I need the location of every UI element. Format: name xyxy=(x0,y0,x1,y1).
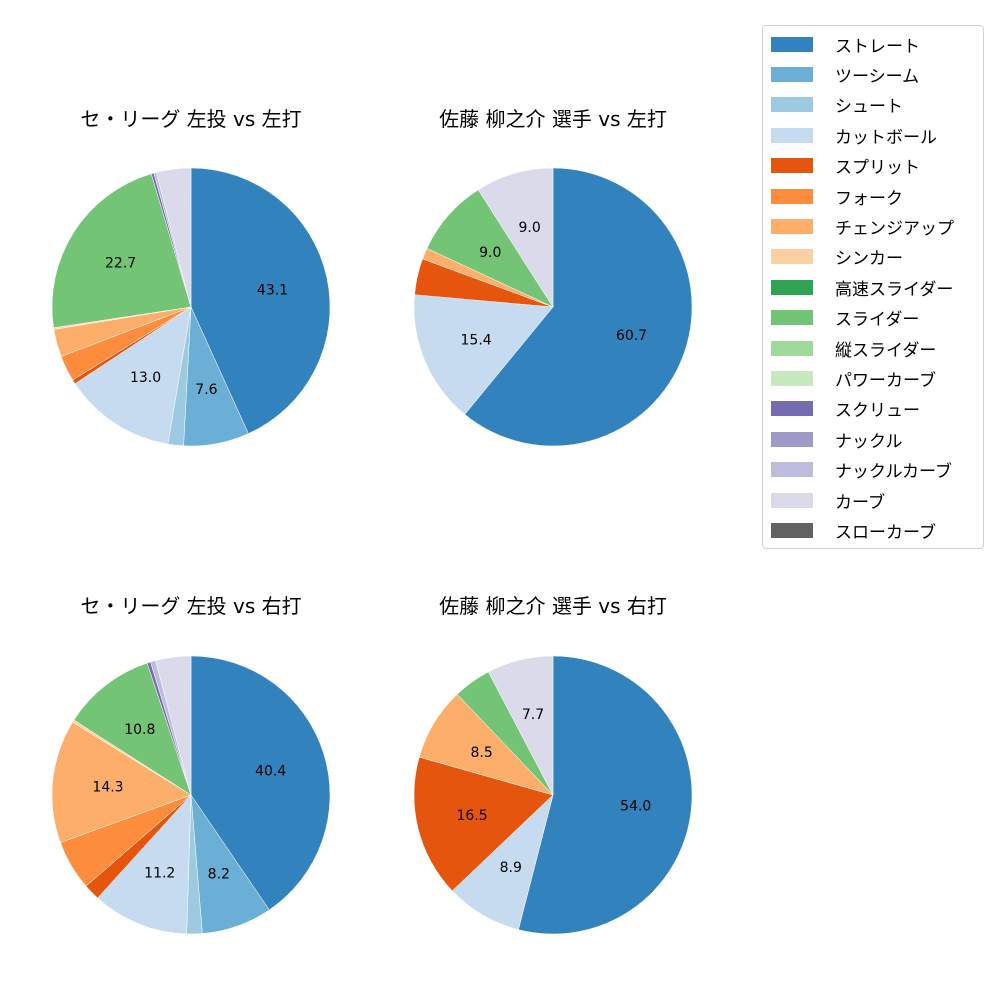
legend-swatch xyxy=(771,340,813,356)
legend-swatch xyxy=(771,370,813,386)
legend-label: ツーシーム xyxy=(835,66,920,87)
legend-label: スクリュー xyxy=(835,401,920,422)
legend-label: チェンジアップ xyxy=(835,218,954,239)
pie-title-player-vs-left: 佐藤 柳之介 選手 vs 左打 xyxy=(439,107,667,131)
pie-slice xyxy=(155,655,192,796)
legend-item: ナックル xyxy=(771,428,903,452)
slice-value-label: 8.5 xyxy=(470,745,492,761)
legend-label: カーブ xyxy=(835,492,885,513)
legend-item: スクリュー xyxy=(771,398,920,422)
slice-value-label: 7.7 xyxy=(522,707,544,723)
slice-value-label: 16.5 xyxy=(456,808,487,824)
legend-swatch xyxy=(771,188,813,204)
pie-slice xyxy=(190,167,331,434)
legend-label: 高速スライダー xyxy=(835,279,954,300)
legend-item: スプリット xyxy=(771,155,920,179)
legend-label: スプリット xyxy=(835,158,920,179)
slice-value-label: 43.1 xyxy=(257,282,288,298)
legend-swatch xyxy=(771,431,813,447)
slice-value-label: 7.6 xyxy=(195,382,217,398)
legend-swatch xyxy=(771,310,813,326)
legend-item: カーブ xyxy=(771,489,885,513)
legend-swatch xyxy=(771,158,813,174)
legend-label: スライダー xyxy=(835,310,920,331)
legend-item: 高速スライダー xyxy=(771,276,954,300)
slice-value-label: 8.2 xyxy=(208,867,230,883)
legend-swatch xyxy=(771,36,813,52)
pie-slice xyxy=(97,794,192,935)
slice-value-label: 22.7 xyxy=(105,255,136,271)
slice-value-label: 9.0 xyxy=(479,245,501,261)
legend-item: チェンジアップ xyxy=(771,215,954,239)
legend-label: カットボール xyxy=(835,127,937,148)
pie-title-player-vs-right: 佐藤 柳之介 選手 vs 右打 xyxy=(439,594,667,618)
legend-swatch xyxy=(771,522,813,538)
pie-chart-player-vs-left: 60.7 15.4 9.0 9.0 xyxy=(413,167,693,447)
slice-value-label: 11.2 xyxy=(144,865,175,881)
pie-slice xyxy=(477,167,554,308)
legend-item: スライダー xyxy=(771,307,920,331)
legend-label: パワーカーブ xyxy=(835,370,936,391)
legend-label: 縦スライダー xyxy=(835,340,937,361)
legend-swatch xyxy=(771,66,813,82)
slice-value-label: 10.8 xyxy=(124,722,155,738)
legend-swatch xyxy=(771,249,813,265)
legend-item: 縦スライダー xyxy=(771,337,937,361)
legend-item: フォーク xyxy=(771,185,903,209)
slice-value-label: 40.4 xyxy=(255,763,286,779)
slice-value-label: 13.0 xyxy=(130,370,161,386)
legend-item: シュート xyxy=(771,94,903,118)
legend-swatch xyxy=(771,462,813,478)
slice-value-label: 8.9 xyxy=(500,860,522,876)
legend-item: シンカー xyxy=(771,246,903,270)
slice-value-label: 54.0 xyxy=(620,798,651,814)
legend-swatch xyxy=(771,492,813,508)
legend-label: ナックル xyxy=(835,431,903,452)
legend-swatch xyxy=(771,218,813,234)
slice-value-label: 60.7 xyxy=(616,328,647,344)
legend-swatch xyxy=(771,401,813,417)
legend-swatch xyxy=(771,97,813,113)
pie-slice xyxy=(190,655,331,911)
pie-slice xyxy=(488,655,554,796)
legend-label: ナックルカーブ xyxy=(835,462,952,483)
slice-value-label: 9.0 xyxy=(519,220,541,236)
legend-item: スローカーブ xyxy=(771,519,936,543)
legend: ストレートツーシームシュートカットボール スプリットフォークチェンジアップ シンカー… xyxy=(762,25,984,549)
legend-label: ストレート xyxy=(835,36,920,57)
legend-item: ストレート xyxy=(771,33,920,57)
pie-slice xyxy=(413,756,554,892)
legend-item: ツーシーム xyxy=(771,63,920,87)
pie-slice xyxy=(413,294,554,415)
pie-slice xyxy=(73,662,192,796)
slice-value-label: 14.3 xyxy=(92,780,123,796)
legend-label: シュート xyxy=(835,97,903,118)
pie-chart-league-vs-right: 40.4 8.2 11.2 14.3 10.8 xyxy=(51,655,331,935)
pie-slice xyxy=(51,721,192,843)
pie-slice xyxy=(51,173,192,329)
legend-swatch xyxy=(771,127,813,143)
legend-item: カットボール xyxy=(771,124,937,148)
pie-chart-player-vs-right: 54.0 8.9 16.5 8.5 7.7 xyxy=(413,655,693,935)
pie-title-league-vs-right: セ・リーグ 左投 vs 右打 xyxy=(80,594,302,618)
legend-item: パワーカーブ xyxy=(771,367,936,391)
legend-label: シンカー xyxy=(835,249,903,270)
pie-title-league-vs-left: セ・リーグ 左投 vs 左打 xyxy=(80,107,302,131)
pie-chart-league-vs-left: 43.1 7.6 13.0 22.7 xyxy=(51,167,331,447)
pie-slice xyxy=(156,167,192,308)
legend-label: スローカーブ xyxy=(835,522,936,543)
pie-slice xyxy=(74,306,192,445)
legend-swatch xyxy=(771,279,813,295)
pie-slice xyxy=(464,167,693,447)
pie-slice xyxy=(426,189,554,308)
pie-slice xyxy=(518,655,693,935)
legend-item: ナックルカーブ xyxy=(771,459,952,483)
legend-label: フォーク xyxy=(835,188,903,209)
slice-value-label: 15.4 xyxy=(461,332,492,348)
